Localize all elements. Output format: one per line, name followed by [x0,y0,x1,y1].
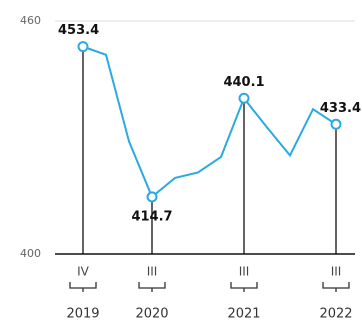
y-tick-label: 400 [20,247,41,260]
data-label: 414.7 [131,209,172,224]
year-label: 2022 [319,307,352,322]
data-label: 440.1 [223,75,264,90]
series-line [82,45,337,199]
data-label: 453.4 [58,23,99,38]
marker [330,118,342,130]
x-tick-label: IV [77,265,90,279]
marker [146,191,158,203]
year-label: 2019 [66,307,99,322]
y-tick-label: 460 [20,14,41,27]
year-bracket [230,282,258,292]
marker [77,41,89,53]
data-label: 433.4 [320,101,361,116]
year-label: 2020 [135,307,168,322]
year-bracket [138,282,166,292]
year-bracket [322,282,350,292]
x-tick-label: III [331,265,342,279]
year-bracket [69,282,97,292]
marker [238,92,250,104]
x-tick-label: III [147,265,158,279]
year-label: 2021 [227,307,260,322]
x-tick-label: III [239,265,250,279]
